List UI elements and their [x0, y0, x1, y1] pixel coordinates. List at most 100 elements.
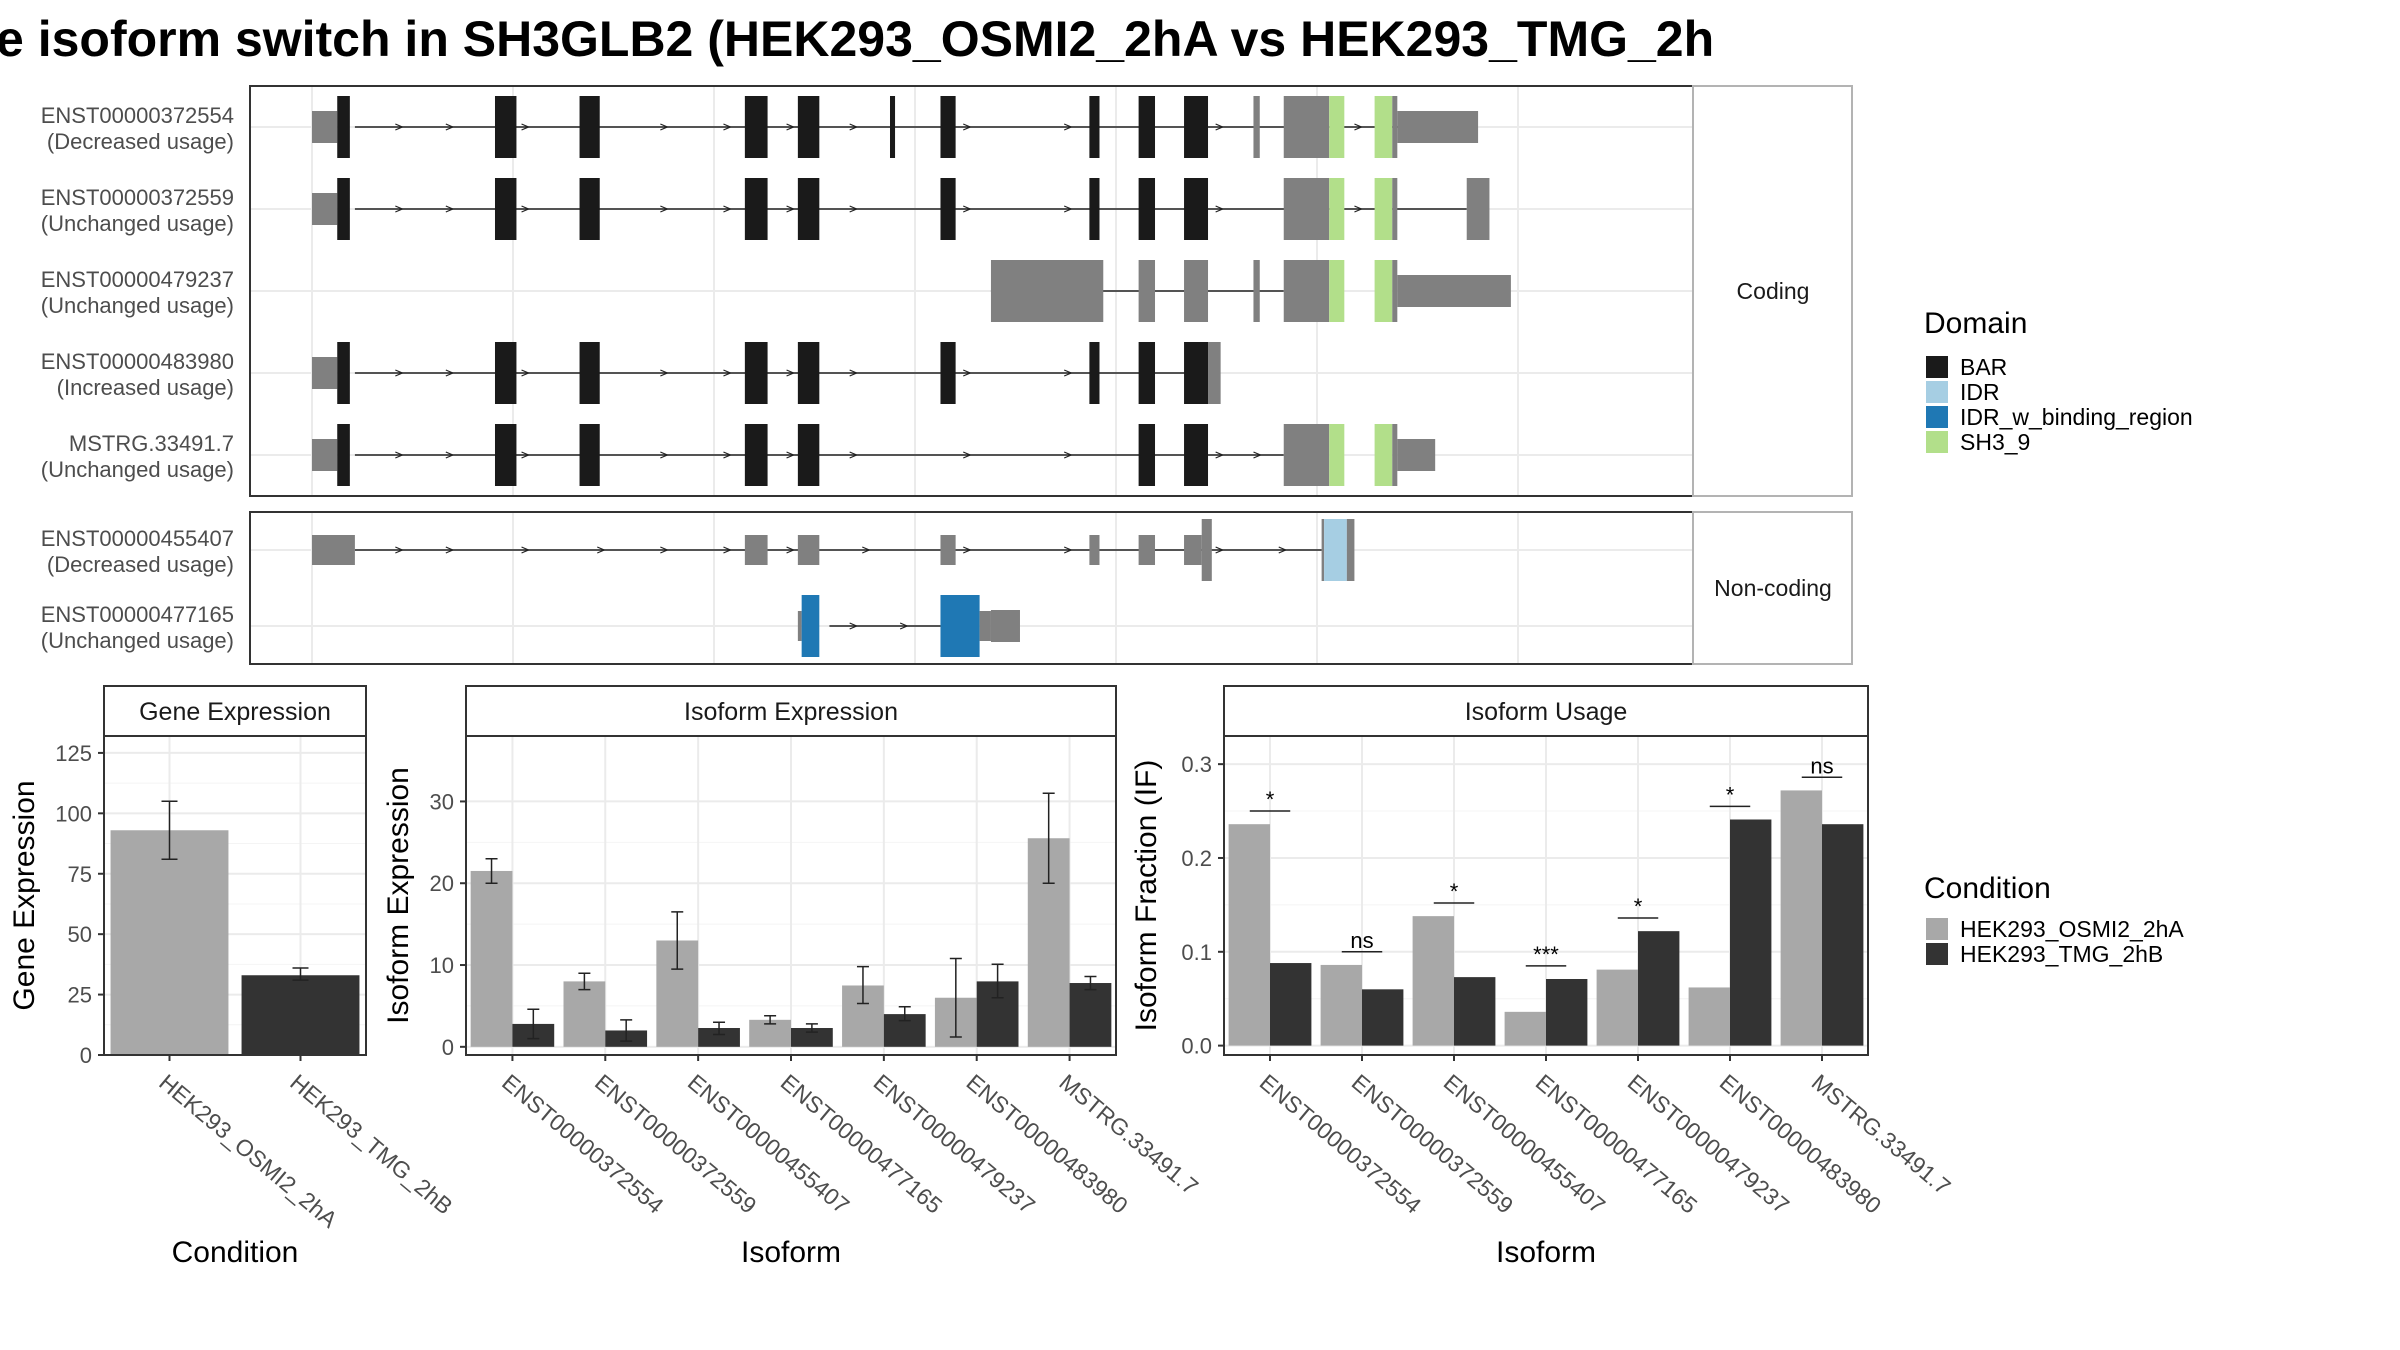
x-tick-label: ENST00000372559	[590, 1069, 762, 1219]
significance-label: *	[1726, 782, 1735, 807]
error-bar	[805, 1023, 818, 1033]
exon-BAR	[797, 342, 820, 404]
error-bar	[1042, 792, 1055, 884]
x-tick-label: ENST00000477165	[1531, 1069, 1703, 1219]
domain-legend-title: Domain	[1924, 307, 2027, 340]
exon-BAR	[494, 342, 517, 404]
legend-label: BAR	[1960, 354, 2007, 380]
bar	[1596, 969, 1638, 1046]
exon-BAR	[1089, 96, 1100, 158]
y-tick-label: 0.1	[1181, 940, 1212, 965]
intron-arrow	[849, 205, 859, 213]
intron-arrow	[1354, 123, 1363, 131]
exon-nc	[1253, 260, 1260, 322]
exon-BAR	[797, 96, 820, 158]
bar	[1362, 989, 1404, 1046]
intron-arrow	[723, 546, 732, 554]
exon-SH3_9	[1374, 96, 1393, 158]
exon-utr	[312, 357, 338, 389]
exon-nc	[797, 535, 820, 565]
x-axis-title: Isoform	[741, 1236, 841, 1269]
transcript-usage: (Unchanged usage)	[41, 211, 234, 236]
chart-strip	[103, 685, 367, 737]
error-bar	[713, 1021, 726, 1036]
bar	[1320, 964, 1362, 1046]
intron-arrow	[660, 369, 669, 377]
y-tick-label: 50	[68, 922, 92, 947]
exon-BAR	[940, 178, 956, 240]
exon-nc	[1184, 260, 1209, 322]
intron-arrow	[1215, 451, 1225, 459]
chart-title: Isoform Expression	[684, 698, 898, 726]
y-tick-label: 0	[442, 1035, 454, 1060]
intron-arrow	[723, 123, 732, 131]
transcript-id: ENST00000479237	[41, 267, 234, 292]
y-tick-label: 125	[55, 741, 92, 766]
y-tick-label: 30	[430, 789, 454, 814]
transcript-usage: (Unchanged usage)	[41, 293, 234, 318]
intron-arrow	[1063, 123, 1073, 131]
error-bar	[620, 1019, 633, 1042]
exon-BAR	[337, 424, 350, 486]
exon-SH3_9	[1329, 96, 1345, 158]
y-axis-title: Isoform Expression	[382, 767, 415, 1024]
exon-IDR_w_binding_region	[801, 595, 820, 657]
intron-arrow	[445, 451, 455, 459]
bar	[1228, 824, 1270, 1046]
error-bar	[671, 911, 684, 970]
intron-arrow	[445, 205, 455, 213]
exon-IDR	[1324, 519, 1347, 581]
x-axis-title: Condition	[172, 1236, 299, 1269]
bar	[1412, 916, 1454, 1046]
transcript-usage: (Unchanged usage)	[41, 628, 234, 653]
exon-SH3_9	[1374, 260, 1393, 322]
exon-utr	[312, 439, 338, 471]
exon-nc	[1392, 424, 1398, 486]
error-bar	[898, 1005, 911, 1022]
exon-BAR	[940, 342, 956, 404]
intron-arrow	[723, 451, 732, 459]
legend-key	[1926, 356, 1948, 378]
coding-transcript-row: MSTRG.33491.7(Unchanged usage)	[41, 424, 1436, 486]
exon-BAR	[579, 96, 600, 158]
exon-BAR	[1184, 178, 1209, 240]
intron-arrow	[786, 369, 796, 377]
exon-nc	[312, 535, 355, 565]
exon-BAR	[1138, 424, 1156, 486]
exon-nc	[979, 611, 991, 641]
bar	[1780, 790, 1822, 1046]
facet-strip	[1692, 511, 1853, 665]
intron-arrow	[786, 123, 796, 131]
exon-BAR	[744, 96, 768, 158]
bar	[1688, 987, 1730, 1046]
significance-label: *	[1634, 894, 1643, 919]
exon-nc	[1201, 519, 1212, 581]
exon-nc	[940, 535, 956, 565]
y-tick-label: 20	[430, 871, 454, 896]
facet-strip-label: Coding	[1737, 278, 1810, 304]
bar	[241, 975, 360, 1055]
intron-arrow	[963, 451, 972, 459]
legend-key	[1926, 431, 1948, 453]
error-bar	[292, 967, 309, 981]
intron-arrow	[1063, 451, 1073, 459]
transcript-id: ENST00000372559	[41, 185, 234, 210]
bar	[791, 1028, 833, 1047]
intron-arrow	[786, 205, 796, 213]
transcript-usage: (Increased usage)	[57, 375, 234, 400]
transcript-usage: (Decreased usage)	[47, 129, 234, 154]
exon-nc	[1392, 178, 1398, 240]
intron-arrow	[1215, 546, 1225, 554]
exon-BAR	[579, 342, 600, 404]
intron-arrow	[723, 205, 732, 213]
exon-nc	[1321, 519, 1325, 581]
exon-nc	[1392, 96, 1398, 158]
intron-arrow	[521, 123, 531, 131]
intron-arrow	[786, 546, 796, 554]
x-axis-title: Isoform	[1496, 1236, 1596, 1269]
exon-BAR	[1089, 342, 1100, 404]
exon-BAR	[494, 424, 517, 486]
exon-BAR	[744, 424, 768, 486]
intron-arrow	[521, 451, 531, 459]
